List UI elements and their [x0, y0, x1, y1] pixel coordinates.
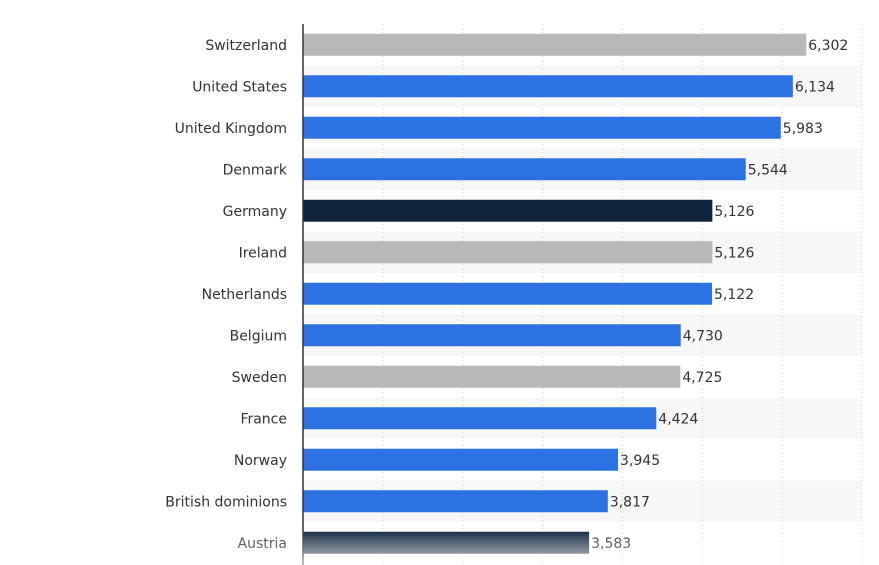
bar	[303, 531, 590, 554]
category-label: United Kingdom	[175, 121, 287, 137]
bar	[303, 490, 608, 513]
bar	[303, 448, 619, 471]
category-label: Belgium	[230, 328, 287, 344]
value-label: 3,817	[610, 494, 650, 510]
bar	[303, 241, 713, 264]
category-label: Ireland	[239, 245, 287, 261]
category-label: Austria	[238, 536, 287, 552]
category-label: British dominions	[165, 494, 287, 510]
category-label: Switzerland	[205, 38, 287, 54]
category-label: United States	[192, 79, 287, 95]
value-label: 4,424	[658, 411, 698, 427]
bar	[303, 324, 681, 347]
value-label: 5,983	[783, 121, 823, 137]
bar	[303, 33, 807, 56]
value-label: 6,302	[808, 38, 848, 54]
category-labels: Switzerland United States United Kingdom De…	[165, 38, 288, 552]
bar	[303, 407, 657, 430]
bar	[303, 75, 793, 98]
value-label: 4,730	[683, 328, 723, 344]
bar	[303, 282, 713, 305]
value-label: 4,725	[682, 370, 722, 386]
value-label: 5,126	[714, 204, 754, 220]
category-label: Denmark	[223, 162, 288, 178]
value-label: 3,945	[620, 453, 660, 469]
value-label: 5,122	[714, 287, 754, 303]
bar	[303, 158, 746, 181]
value-label: 5,126	[714, 245, 754, 261]
value-label: 6,134	[795, 79, 835, 95]
value-label: 3,583	[591, 536, 631, 552]
category-label: Sweden	[232, 370, 287, 386]
bar	[303, 116, 781, 139]
category-label: Norway	[234, 453, 287, 469]
category-label: Germany	[223, 204, 287, 220]
value-label: 5,544	[748, 162, 788, 178]
bar	[303, 199, 713, 222]
bar	[303, 365, 681, 388]
category-label: France	[240, 411, 287, 427]
category-label: Netherlands	[202, 287, 287, 303]
